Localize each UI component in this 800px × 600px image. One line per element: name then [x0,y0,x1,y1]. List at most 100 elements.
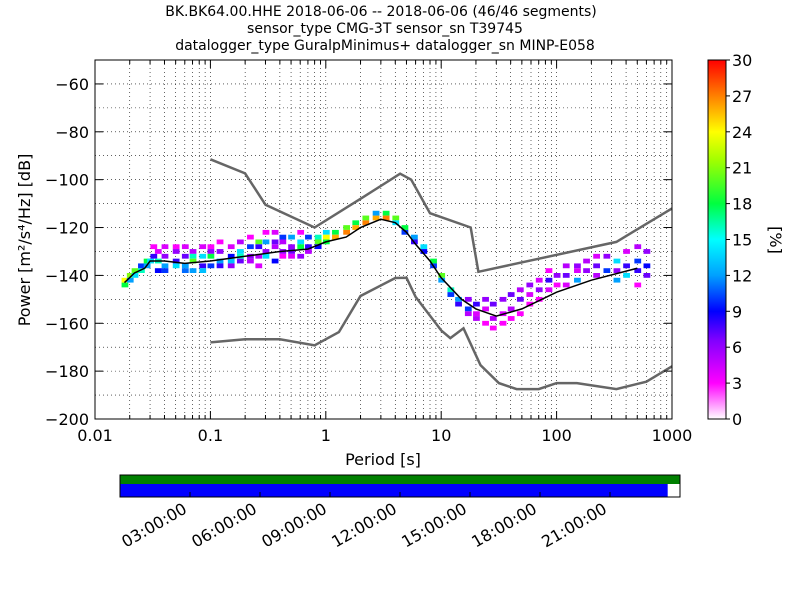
density-cell [593,253,601,259]
density-cell [172,244,180,250]
noise-models [209,158,673,391]
density-cell [247,244,254,250]
plot-frame [94,59,673,420]
density-cell [161,253,169,259]
density-cell [526,301,534,307]
density-cell [199,268,207,274]
colorbar-tick-label: 15 [732,231,752,250]
density-cell [562,282,570,288]
density-cell [372,210,380,216]
density-cell [150,244,158,250]
density-cell [161,263,169,269]
y-tick-label: −160 [45,314,89,333]
colorbar-tick-label: 3 [732,374,742,393]
density-cell [420,249,428,254]
density-cell [161,244,169,250]
density-cell [131,268,139,274]
density-cell [255,239,263,245]
colorbar-tick-label: 12 [732,266,752,285]
density-cell [271,244,279,250]
psd-plot-area: 0.01 0.1 1 10 100 1000 −200 −180 −160 −140 −120 −1… [15,59,692,469]
density-cell [562,273,570,278]
y-tick-label: −60 [55,75,89,94]
density-cell [623,263,630,269]
density-cell [172,249,180,254]
density-cell [464,311,472,317]
x-tick-label: 1 [321,426,331,445]
density-cell [322,229,330,235]
density-cell [545,268,553,274]
density-cell [526,282,534,288]
density-cell [553,273,561,278]
density-cell [343,229,351,235]
density-cell [362,215,370,221]
density-cell [464,306,472,312]
grid-lines [95,60,672,419]
y-tick-label: −180 [45,362,89,381]
density-cell [172,258,180,264]
title-line-3: datalogger_type GuralpMinimus+ datalogge… [175,38,595,54]
density-cell [430,258,437,264]
density-cell [271,229,279,235]
x-tick-label: 10 [431,426,451,445]
density-cell [574,268,581,274]
density-cell [288,253,295,259]
density-cell [236,249,244,254]
y-axis-label: Power [m²/s⁴/Hz] [dB] [15,154,34,327]
density-cell [535,296,543,302]
x-tick-label: 100 [541,426,572,445]
colorbar-gradient [707,59,727,420]
density-cell [262,249,270,254]
density-cell [288,234,295,240]
density-cell [181,263,189,269]
density-cell [236,258,244,264]
density-cell [438,273,446,278]
timeline-tick-label: 18:00:00 [468,499,540,551]
density-cell [216,263,224,269]
colorbar-tick-label: 30 [732,51,752,70]
density-cell [216,258,224,264]
density-cell [372,215,380,221]
colorbar: 0 3 6 9 12 15 18 21 24 27 30 [%] [707,51,785,429]
density-cell [613,258,621,264]
density-cell [489,316,497,321]
density-cell [271,258,279,264]
density-cell [464,296,472,302]
density-cell [305,249,312,254]
density-cells [121,210,651,331]
density-cell [181,244,189,250]
density-cell [516,296,524,302]
density-cell [189,258,197,264]
coverage-bar-bottom [120,484,668,497]
density-cell [489,325,497,331]
density-cell [227,244,235,250]
density-cell [199,244,207,250]
density-cell [382,210,390,216]
density-cell [643,273,651,278]
density-cell [473,311,480,317]
timeline-tick-label: 06:00:00 [188,499,260,551]
density-cell [305,234,312,240]
timeline-tick-label: 12:00:00 [328,499,400,551]
timeline-tick-label: 09:00:00 [258,499,330,551]
density-cell [332,229,339,235]
density-cell [138,268,145,274]
density-cell [199,263,207,269]
colorbar-tick-label: 0 [732,410,742,429]
density-cell [227,263,235,269]
timeline-tick-label: 21:00:00 [538,499,610,551]
density-cell [199,253,207,259]
density-cell [150,253,158,259]
density-cell [613,268,621,274]
density-cell [643,263,651,269]
density-cell [507,316,515,321]
density-cell [207,249,215,254]
density-cell [297,239,305,245]
density-cell [447,292,455,297]
colorbar-tick-label: 27 [732,87,752,106]
density-cell [126,273,134,278]
y-tick-label: −100 [45,171,89,190]
coverage-bar-top [120,475,680,484]
density-cell [352,220,360,226]
density-cell [297,253,305,259]
